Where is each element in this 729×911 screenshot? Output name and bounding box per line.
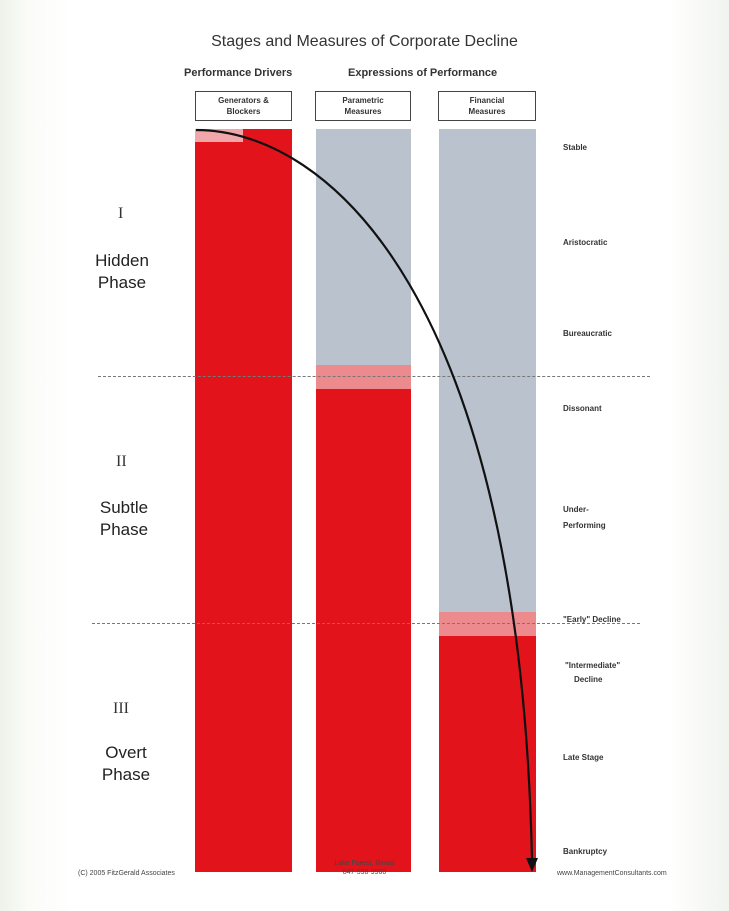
stage-label-bureaucratic: Bureaucratic: [563, 329, 612, 338]
stage-label-early-decline: "Early" Decline: [563, 615, 621, 624]
stage-label-bankruptcy: Bankruptcy: [563, 847, 608, 856]
phase-2-label: Subtle Phase: [84, 497, 164, 541]
phase-label-line2: Phase: [97, 273, 147, 292]
generators-transition-band: [195, 129, 243, 142]
footer-website: www.ManagementConsultants.com: [557, 870, 667, 877]
stage-label-dissonant: Dissonant: [563, 404, 602, 413]
parametric-decline-segment: [316, 389, 411, 872]
decline-curve-line: [195, 128, 534, 861]
performance-drivers-header: Performance Drivers: [184, 67, 293, 79]
parametric-measures-box: Parametric Measures: [315, 91, 411, 121]
generators-blockers-box: Generators & Blockers: [195, 91, 292, 121]
footer-location: Lake Forest, Illinois: [334, 860, 395, 867]
expressions-of-performance-header: Expressions of Performance: [348, 67, 498, 79]
stage-label-aristocratic: Aristocratic: [563, 238, 608, 247]
column-label-line2: Measures: [468, 107, 506, 116]
parametric-transition-band: [316, 365, 411, 389]
phase-1-label: Hidden Phase: [82, 250, 162, 294]
financial-transition-band: [439, 612, 536, 636]
column-label-line1: Generators &: [218, 96, 269, 105]
phase-divider-1: [98, 376, 650, 377]
stage-label-intermediate-decline: Decline: [574, 675, 603, 684]
phase-2-numeral: II: [116, 453, 127, 470]
phase-label-line1: Overt: [105, 743, 147, 762]
phase-label-line1: Hidden: [95, 251, 149, 270]
footer-phone: 847-598-9960: [342, 869, 387, 876]
phase-3-label: Overt Phase: [86, 742, 166, 786]
parametric-stable-segment: [316, 129, 411, 365]
phase-label-line1: Subtle: [99, 498, 149, 517]
phase-1-numeral: I: [118, 205, 124, 222]
column-label-line1: Financial: [469, 96, 505, 105]
column-label-line2: Measures: [344, 107, 382, 116]
stage-label-intermediate: "Intermediate": [565, 661, 621, 670]
column-label-line1: Parametric: [342, 96, 384, 105]
column-label-line2: Blockers: [226, 107, 261, 116]
stage-label-late-stage: Late Stage: [563, 753, 604, 762]
phase-label-line2: Phase: [101, 765, 151, 784]
stage-label-performing: Performing: [563, 521, 606, 530]
stage-label-under: Under-: [563, 505, 589, 514]
decline-curve-arrowhead: [526, 858, 538, 872]
phase-3-numeral: III: [113, 700, 129, 717]
financial-stable-segment: [439, 129, 536, 612]
footer-copyright: (C) 2005 FitzGerald Associates: [78, 870, 175, 877]
diagram-title: Stages and Measures of Corporate Decline: [211, 33, 518, 50]
phase-divider-2: [92, 623, 640, 624]
stage-label-stable: Stable: [563, 143, 588, 152]
generators-blockers-bar: [195, 129, 292, 872]
phase-label-line2: Phase: [99, 520, 149, 539]
financial-measures-box: Financial Measures: [438, 91, 536, 121]
